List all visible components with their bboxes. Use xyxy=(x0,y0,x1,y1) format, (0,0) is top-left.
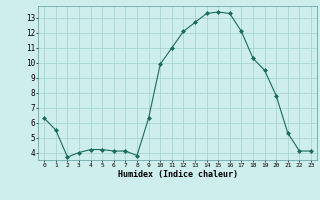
X-axis label: Humidex (Indice chaleur): Humidex (Indice chaleur) xyxy=(118,170,238,179)
